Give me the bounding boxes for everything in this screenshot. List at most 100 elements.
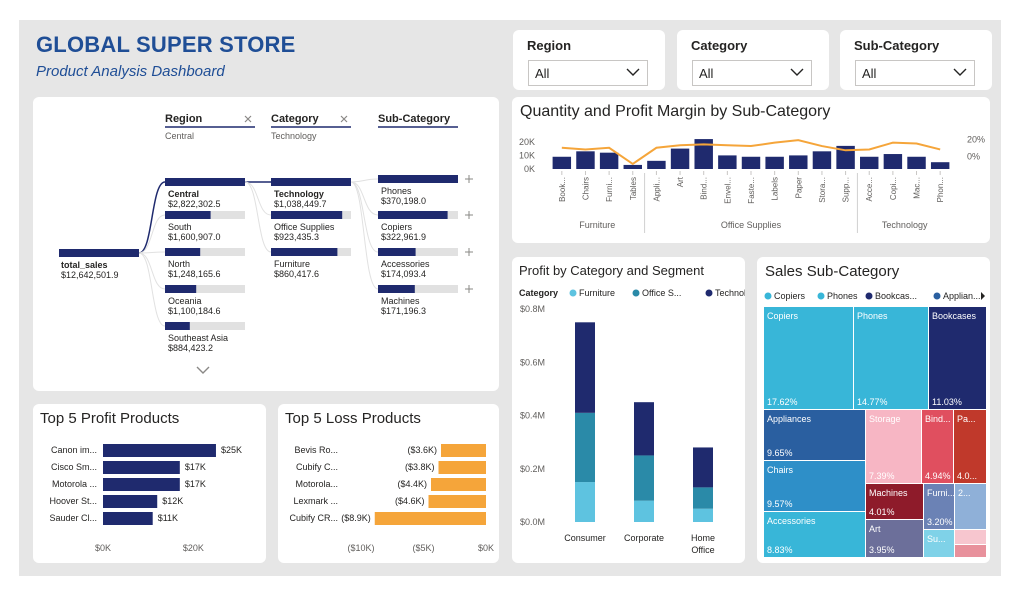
quantity-bar[interactable] (599, 152, 619, 169)
treemap-cell[interactable] (954, 410, 986, 483)
stacked-bar-segment[interactable] (575, 412, 595, 483)
subcategory-dropdown[interactable]: All (855, 60, 975, 86)
quantity-bar[interactable] (907, 156, 926, 169)
quantity-bar[interactable] (741, 156, 761, 169)
quantity-bar[interactable] (789, 155, 808, 169)
treemap-cell-label: Phones (857, 311, 888, 321)
category-bar[interactable] (271, 248, 338, 256)
expand-plus-icon[interactable] (465, 175, 473, 183)
treemap-cell[interactable] (764, 307, 853, 409)
stacked-bar-segment[interactable] (693, 447, 713, 488)
region-value: $1,248,165.6 (168, 269, 221, 279)
subcategory-bar[interactable] (378, 211, 448, 219)
quantity-bar[interactable] (552, 156, 572, 169)
close-icon[interactable] (244, 115, 252, 123)
treemap-cell-label: Appliances (767, 414, 812, 424)
category-value: $860,417.6 (274, 269, 319, 279)
profit-bar[interactable] (103, 444, 216, 457)
quantity-bar[interactable] (930, 162, 950, 169)
subcategory-label: Accessories (381, 259, 430, 269)
treemap-cell[interactable] (924, 484, 954, 529)
treemap-cell[interactable] (955, 484, 986, 529)
category-bar[interactable] (271, 211, 343, 219)
category-bar[interactable] (271, 178, 351, 186)
loss-bar[interactable] (438, 461, 487, 474)
treemap-cell-label: Chairs (767, 465, 794, 475)
stacked-bar-segment[interactable] (634, 402, 654, 456)
category-slicer-label: Category (691, 38, 748, 53)
stacked-bar-segment[interactable] (575, 482, 595, 522)
region-bar[interactable] (165, 248, 201, 256)
loss-bar[interactable] (428, 495, 487, 508)
subcategory-bar[interactable] (378, 285, 415, 293)
stacked-bar-segment[interactable] (575, 322, 595, 413)
loss-bar[interactable] (441, 444, 486, 457)
quantity-bar[interactable] (883, 154, 903, 169)
loss-bar[interactable] (431, 478, 486, 491)
profit-bar[interactable] (103, 512, 153, 525)
region-bar[interactable] (165, 211, 211, 219)
treemap-cell[interactable] (854, 307, 928, 409)
treemap-cell-small[interactable] (955, 530, 986, 544)
quantity-bar[interactable] (670, 148, 690, 169)
treemap-cell[interactable] (922, 410, 953, 483)
treemap-cell[interactable] (764, 410, 865, 460)
quantity-bar[interactable] (623, 164, 642, 169)
region-bar[interactable] (165, 285, 197, 293)
chevron-down-icon[interactable] (196, 366, 210, 374)
quantity-bar[interactable] (836, 145, 855, 169)
top-profit-title: Top 5 Profit Products (40, 410, 180, 427)
quantity-bar[interactable] (576, 151, 595, 169)
legend-item: Applian... (943, 291, 981, 301)
treemap-cell-label: Machines (869, 488, 908, 498)
x-tick-label: Paper (794, 177, 803, 199)
category-dropdown[interactable]: All (692, 60, 812, 86)
stacked-bar-segment[interactable] (634, 455, 654, 501)
stacked-bar-segment[interactable] (693, 487, 713, 509)
quantity-bar[interactable] (694, 139, 713, 169)
profit-bar[interactable] (103, 461, 180, 474)
region-bar[interactable] (165, 322, 190, 330)
legend-item: Office S... (642, 288, 681, 298)
x-tick-label: Corporate (624, 533, 664, 543)
treemap-cell[interactable] (866, 520, 923, 557)
profit-bar[interactable] (103, 495, 158, 508)
region-dropdown[interactable]: All (528, 60, 648, 86)
treemap-cell-small[interactable] (955, 545, 986, 557)
bar-value: $11K (158, 513, 178, 523)
loss-bar[interactable] (374, 512, 486, 525)
quantity-bar[interactable] (860, 156, 879, 169)
quantity-bar[interactable] (647, 160, 666, 169)
bar-track (378, 285, 458, 293)
quantity-bar[interactable] (718, 155, 737, 169)
treemap-cell[interactable] (764, 512, 865, 557)
treemap-cell-label: Storage (869, 414, 901, 424)
subcategory-label: Machines (381, 296, 420, 306)
close-icon[interactable] (340, 115, 348, 123)
region-label: South (168, 222, 192, 232)
treemap-title: Sales Sub-Category (765, 263, 900, 280)
subcategory-bar[interactable] (378, 248, 416, 256)
treemap-cell[interactable] (866, 484, 923, 519)
region-bar[interactable] (165, 178, 245, 186)
y-tick-label: 20K (519, 137, 535, 147)
quantity-bar[interactable] (812, 151, 832, 169)
x-tick-label: Mac... (913, 177, 922, 199)
stacked-bar-segment[interactable] (693, 508, 713, 522)
treemap-cell[interactable] (764, 461, 865, 511)
region-label: Oceania (168, 296, 202, 306)
region-label: Central (168, 189, 199, 199)
treemap-cell[interactable] (924, 530, 954, 557)
treemap-cell[interactable] (929, 307, 986, 409)
quantity-bar[interactable] (765, 156, 784, 169)
stacked-bar-segment[interactable] (634, 500, 654, 522)
expand-plus-icon[interactable] (465, 285, 473, 293)
region-value: $1,100,184.6 (168, 306, 221, 316)
profit-bar[interactable] (103, 478, 180, 491)
treemap-cell[interactable] (866, 410, 921, 483)
region-value: $1,600,907.0 (168, 232, 221, 242)
subcategory-bar[interactable] (378, 175, 458, 183)
expand-plus-icon[interactable] (465, 211, 473, 219)
expand-plus-icon[interactable] (465, 248, 473, 256)
legend-next-icon[interactable] (981, 292, 985, 300)
